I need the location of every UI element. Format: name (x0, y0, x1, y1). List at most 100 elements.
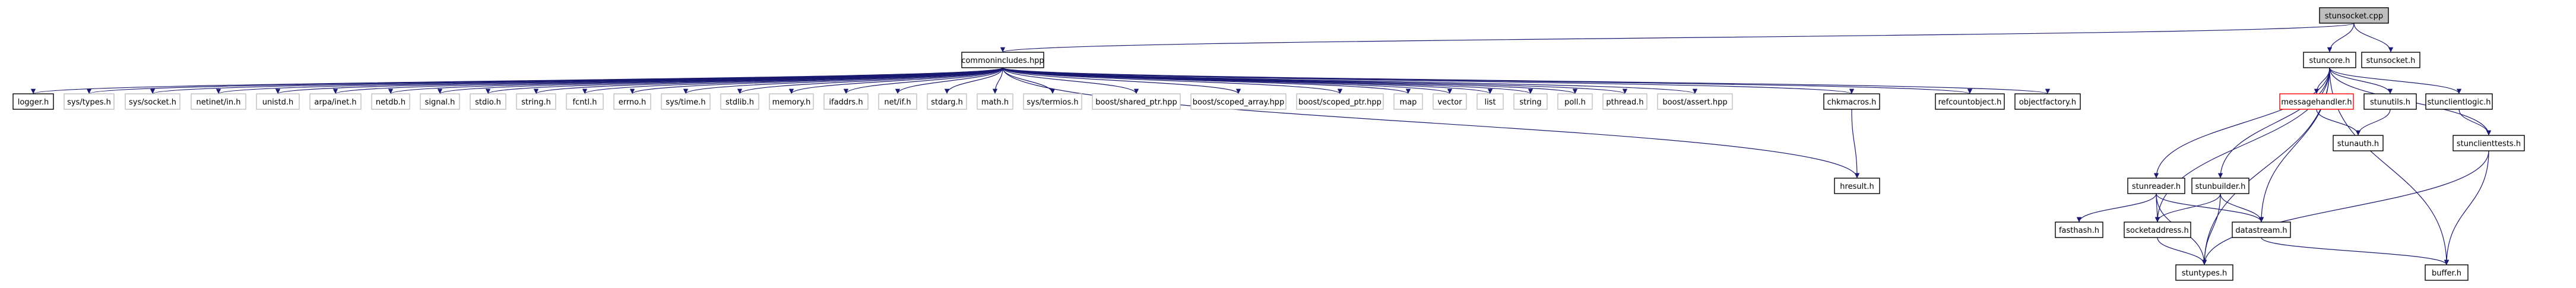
edge-commonincludes_hpp-to-chkmacros_h (1002, 67, 1854, 94)
edge-commonincludes_hpp-to-net_if_h (895, 67, 1003, 94)
node-box (2175, 264, 2233, 281)
node-box (1296, 93, 1384, 110)
node-box (661, 93, 711, 110)
node-sys-types-h: sys/types.h (64, 93, 115, 110)
node-datastream-h[interactable]: datastream.h (2232, 221, 2291, 238)
node-box (2425, 264, 2469, 281)
node-stunauth-h[interactable]: stunauth.h (2333, 135, 2384, 151)
node-label: errno.h (619, 98, 647, 107)
node-box (927, 93, 967, 110)
node-stunreader-h[interactable]: stunreader.h (2127, 178, 2185, 194)
edge-stuncore_h-to-stunutils_h (2329, 67, 2393, 94)
edge-chkmacros_h-to-hresult_h (1851, 109, 1860, 179)
node-hresult-h[interactable]: hresult.h (1834, 178, 1880, 194)
node-label: boost/assert.hpp (1662, 98, 1727, 107)
edge-stunbuilder_h-to-datastream_h (2220, 193, 2264, 223)
node-stunclientlogic-h[interactable]: stunclientlogic.h (2425, 93, 2493, 110)
node-stuntypes-h[interactable]: stuntypes.h (2175, 264, 2233, 281)
edge-commonincludes_hpp-to-boost_scoped_ptr (1002, 67, 1342, 94)
edge-commonincludes_hpp-to-boost_shared_ptr (1002, 67, 1139, 94)
node-label: boost/scoped_ptr.hpp (1298, 98, 1382, 107)
node-sys-termios-h: sys/termios.h (1023, 93, 1082, 110)
node-commonincludes-hpp[interactable]: commonincludes.hpp (961, 52, 1044, 68)
edge-stunclientlogic_h-to-stunclienttests_h (2458, 109, 2492, 136)
node-box (613, 93, 651, 110)
node-unistd-h: unistd.h (256, 93, 300, 110)
edge-commonincludes_hpp-to-stdlib_h (737, 67, 1003, 94)
node-box (2333, 135, 2384, 151)
node-objectfactory-h[interactable]: objectfactory.h (2014, 93, 2081, 110)
node-box (125, 93, 180, 110)
node-stunbuilder-h[interactable]: stunbuilder.h (2191, 178, 2249, 194)
node-boost-scoped-array: boost/scoped_array.hpp (1190, 93, 1287, 110)
node-label: stunreader.h (2132, 182, 2181, 191)
node-list: list (1476, 93, 1504, 110)
node-stunutils-h[interactable]: stunutils.h (2363, 93, 2417, 110)
node-netinet-in-h: netinet/in.h (191, 93, 246, 110)
node-map: map (1393, 93, 1423, 110)
edge-stuncore_h-to-socketaddress_h (2154, 67, 2330, 223)
node-box (2232, 221, 2291, 238)
node-chkmacros-h[interactable]: chkmacros.h (1823, 93, 1880, 110)
node-label: stdlib.h (725, 98, 754, 107)
node-box (191, 93, 246, 110)
edge-stunreader_h-to-datastream_h (2156, 193, 2264, 223)
node-box (1657, 93, 1733, 110)
node-fasthash-h[interactable]: fasthash.h (2055, 221, 2103, 238)
edge-commonincludes_hpp-to-boost_scoped_array (1002, 67, 1241, 94)
node-label: refcountobject.h (1938, 98, 2002, 107)
edge-commonincludes_hpp-to-math_h (992, 67, 1003, 94)
node-box (1393, 93, 1423, 110)
node-messagehandler-h[interactable]: messagehandler.h (2279, 93, 2354, 110)
node-label: ifaddrs.h (829, 98, 863, 107)
node-label: datastream.h (2235, 226, 2287, 235)
node-vector: vector (1433, 93, 1467, 110)
node-box (1023, 93, 1082, 110)
node-label: netinet/in.h (197, 98, 241, 107)
node-box (1092, 93, 1181, 110)
node-refcountobject-h[interactable]: refcountobject.h (1935, 93, 2005, 110)
node-math-h: math.h (977, 93, 1013, 110)
node-stdio-h: stdio.h (470, 93, 506, 110)
node-box (961, 52, 1044, 68)
node-label: stunsocket.h (2366, 56, 2416, 65)
node-label: boost/shared_ptr.hpp (1095, 98, 1177, 107)
node-label: sys/termios.h (1026, 98, 1078, 107)
node-box (1935, 93, 2005, 110)
node-label: fasthash.h (2059, 226, 2099, 235)
node-label: stunutils.h (2370, 98, 2410, 107)
node-box (2127, 178, 2185, 194)
edge-commonincludes_hpp-to-netinet_in_h (216, 67, 1003, 94)
nodes-layer: stunsocket.cpp commonincludes.hpp stunsock… (12, 7, 2525, 281)
node-logger-h[interactable]: logger.h (12, 93, 54, 110)
node-box (371, 93, 410, 110)
node-box (1476, 93, 1504, 110)
edge-commonincludes_hpp-to-stdarg_h (944, 67, 1003, 94)
node-buffer-h[interactable]: buffer.h (2425, 264, 2469, 281)
node-socketaddress-h[interactable]: socketaddress.h (2124, 221, 2191, 238)
node-stunsocket-cpp[interactable]: stunsocket.cpp (2319, 7, 2389, 24)
node-label: netdb.h (376, 98, 405, 107)
edge-stunclienttests_h-to-buffer_h (2444, 150, 2489, 265)
node-box (2361, 52, 2420, 68)
node-label: hresult.h (1840, 182, 1874, 191)
node-fcntl-h: fcntl.h (566, 93, 604, 110)
node-label: objectfactory.h (2019, 98, 2076, 107)
node-box (309, 93, 362, 110)
node-box (2014, 93, 2081, 110)
node-net-if-h: net/if.h (878, 93, 917, 110)
node-box (2319, 7, 2389, 24)
node-label: sys/types.h (67, 98, 111, 107)
node-box (769, 93, 814, 110)
node-label: boost/scoped_array.hpp (1193, 98, 1284, 107)
node-label: pthread.h (1606, 98, 1643, 107)
node-stuncore-h[interactable]: stuncore.h (2303, 52, 2356, 68)
node-stunclienttests-h[interactable]: stunclienttests.h (2453, 135, 2525, 151)
node-label: sys/time.h (666, 98, 705, 107)
edge-stunreader_h-to-fasthash_h (2076, 193, 2157, 223)
node-sys-time-h: sys/time.h (661, 93, 711, 110)
node-box (12, 93, 54, 110)
node-stunsocket-h[interactable]: stunsocket.h (2361, 52, 2420, 68)
edge-stunclienttests_h-to-stuntypes_h (2201, 150, 2489, 265)
node-label: poll.h (1564, 98, 1586, 107)
